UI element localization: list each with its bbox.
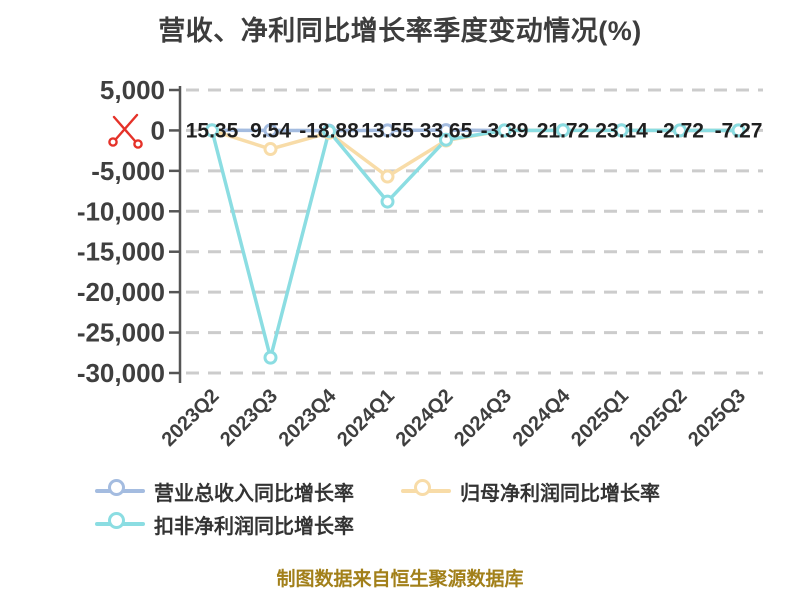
data-point-s2 (263, 350, 278, 365)
data-label: -2.72 (656, 119, 704, 142)
x-tick-label: 2024Q2 (392, 385, 458, 451)
data-point-s1 (380, 169, 395, 184)
scissors-icon (108, 113, 143, 149)
x-tick-label: 2023Q2 (158, 385, 224, 451)
data-point-s2 (556, 123, 570, 138)
data-point-s1 (263, 142, 278, 157)
legend-item-deducted-net-profit-growth[interactable]: 扣非净利润同比增长率 (95, 511, 354, 538)
data-point-s2 (731, 123, 746, 138)
x-tick-label: 2024Q3 (450, 385, 516, 451)
data-point-s0 (263, 123, 278, 138)
y-tick-label: -10,000 (77, 196, 165, 226)
x-tick-label: 2025Q1 (567, 385, 633, 451)
legend-label: 扣非净利润同比增长率 (154, 515, 354, 538)
data-label: 21.72 (537, 119, 590, 142)
data-label: -7.27 (715, 119, 763, 142)
data-point-s2 (439, 132, 453, 147)
chart-title: 营收、净利同比增长率季度变动情况(%) (158, 16, 642, 46)
x-tick-label: 2025Q3 (684, 385, 750, 451)
y-tick-label: -30,000 (77, 358, 165, 388)
series-line-2 (210, 128, 741, 360)
data-label: 23.14 (595, 119, 648, 142)
data-point-s0 (380, 123, 395, 138)
y-tick-label: -15,000 (77, 237, 165, 267)
y-tick-label: 0 (151, 115, 165, 145)
x-tick-label: 2023Q3 (216, 385, 282, 451)
y-tick-label: -5,000 (91, 156, 165, 186)
y-tick-label: -20,000 (77, 277, 165, 307)
x-tick-label: 2024Q1 (333, 385, 399, 451)
legend-item-net-profit-growth[interactable]: 归母净利润同比增长率 (401, 478, 660, 505)
x-tick-label: 2025Q2 (626, 385, 692, 451)
footer-data-source-note: 制图数据来自恒生聚源数据库 (276, 569, 524, 590)
data-label: 15.35 (186, 119, 239, 142)
data-label: -18.88 (299, 119, 359, 142)
x-tick-label: 2023Q4 (275, 384, 342, 451)
data-point-s2 (673, 123, 687, 138)
data-point-s2 (380, 194, 395, 209)
data-label: 33.65 (420, 119, 473, 142)
data-label: 9.54 (250, 119, 291, 142)
legend-line-marker-icon (95, 478, 145, 504)
data-label: 13.55 (361, 119, 414, 142)
x-tick-label: 2024Q4 (509, 384, 576, 451)
data-point-s2 (205, 123, 219, 138)
y-tick-label: -25,000 (77, 318, 165, 348)
legend-item-revenue-growth[interactable]: 营业总收入同比增长率 (95, 478, 354, 505)
legend-line-marker-icon (401, 478, 451, 504)
legend-label: 营业总收入同比增长率 (154, 482, 354, 505)
data-point-s2 (614, 123, 629, 138)
data-label: -3.39 (481, 119, 529, 142)
data-point-s2 (322, 124, 336, 139)
legend-line-marker-icon (95, 511, 145, 537)
legend-label: 归母净利润同比增长率 (460, 482, 660, 505)
y-tick-label: 5,000 (100, 75, 165, 105)
data-point-s2 (497, 123, 512, 138)
